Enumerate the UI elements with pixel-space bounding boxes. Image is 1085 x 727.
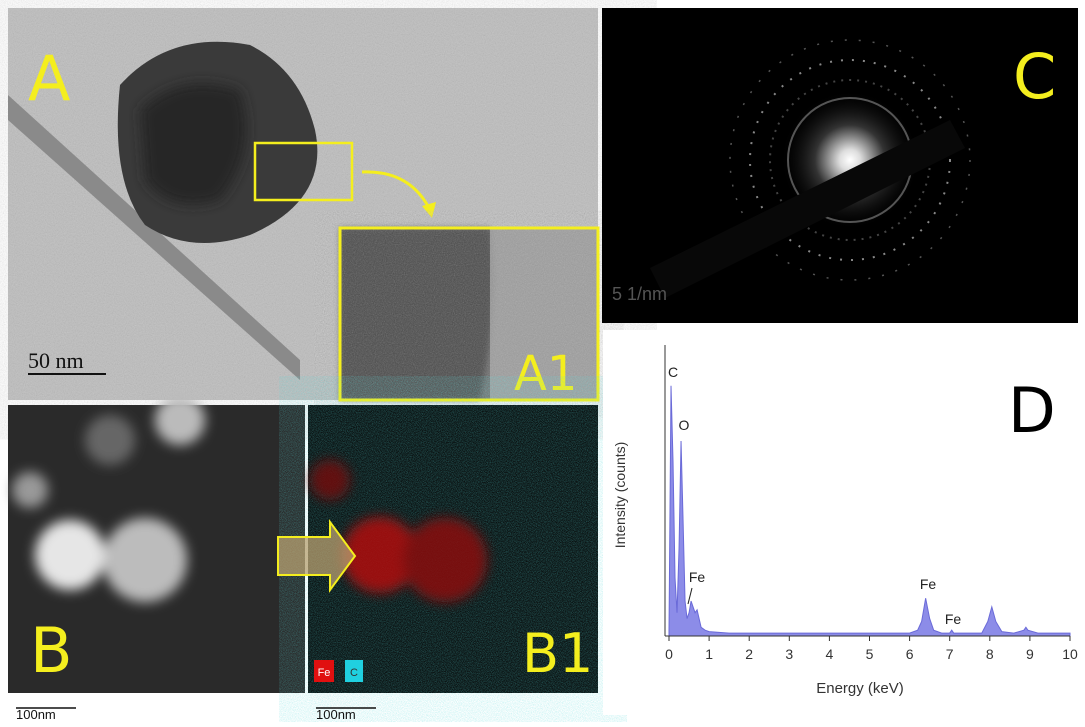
- x-tick-label: 8: [986, 646, 994, 662]
- panel-d: D Energy (keV) Intensity (counts) 0 1 2 3 4 5…: [603, 330, 1078, 715]
- panel-a: A A1 50 nm: [8, 8, 598, 402]
- scale-label: 100nm: [316, 707, 356, 722]
- x-axis-title: Energy (keV): [816, 680, 904, 697]
- panel-label: B1: [522, 622, 593, 685]
- peak-label: Fe: [920, 576, 937, 592]
- panel-b1: B1 Fe C 100nm: [278, 405, 598, 722]
- x-tick-label: 9: [1026, 646, 1034, 662]
- x-tick-label: 2: [745, 646, 753, 662]
- panel-label: C: [1013, 40, 1056, 113]
- scale-label: 100nm: [16, 707, 56, 722]
- x-tick-label: 1: [705, 646, 713, 662]
- figure: A A1 50 nm C 5 1/nm B 100nm B1 Fe C 100n…: [0, 0, 1085, 722]
- panel-label: A1: [514, 346, 577, 402]
- peak-label: Fe: [689, 569, 706, 585]
- peak-label: Fe: [945, 611, 962, 627]
- legend-label: Fe: [318, 667, 331, 679]
- panel-b: B 100nm: [8, 395, 305, 722]
- x-tick-label: 10: [1062, 646, 1078, 662]
- legend-label: C: [350, 667, 358, 679]
- panel-c: C 5 1/nm: [602, 8, 1078, 323]
- x-tick-label: 6: [906, 646, 914, 662]
- panel-label: D: [1008, 374, 1056, 447]
- x-tick-label: 0: [665, 646, 673, 662]
- scale-label: 50 nm: [28, 348, 84, 373]
- x-tick-label: 7: [946, 646, 954, 662]
- x-tick-label: 5: [866, 646, 874, 662]
- panel-label: B: [30, 614, 73, 687]
- y-axis-title: Intensity (counts): [612, 442, 628, 549]
- panel-label: A: [28, 42, 70, 115]
- scale-label: 5 1/nm: [612, 284, 667, 304]
- peak-label: C: [668, 364, 678, 380]
- x-tick-label: 4: [826, 646, 834, 662]
- x-tick-label: 3: [785, 646, 793, 662]
- peak-label: O: [679, 417, 690, 433]
